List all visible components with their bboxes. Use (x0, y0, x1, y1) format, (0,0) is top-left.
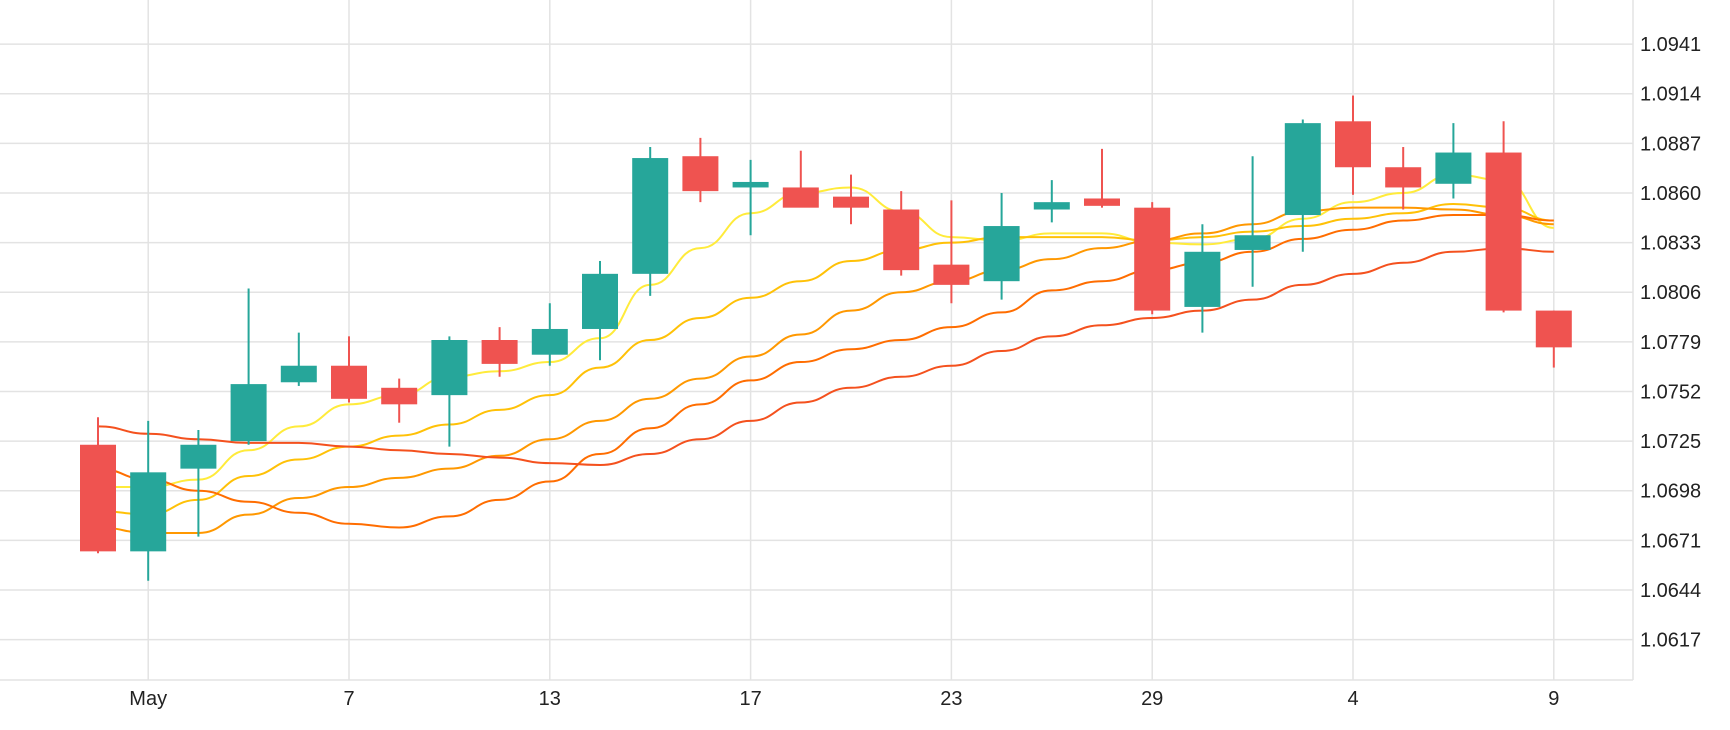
candle-body (1535, 310, 1572, 348)
candle-up (732, 159, 769, 236)
candle-body (1385, 167, 1422, 188)
candle-body (230, 384, 267, 442)
candle-down (682, 137, 719, 203)
candle-body (682, 156, 719, 192)
candle-body (883, 209, 920, 271)
x-tick-label: 17 (739, 688, 761, 710)
candle-down (1134, 202, 1171, 315)
candle-up (582, 260, 618, 361)
x-axis: May 7 13 17 23 29 4 9 (129, 688, 1559, 710)
candle-body (280, 365, 317, 383)
candle-up (130, 420, 167, 581)
candle-body (1084, 198, 1120, 206)
candle-body (481, 340, 518, 364)
x-tick-label: 7 (343, 688, 354, 710)
candle-body (732, 181, 769, 188)
candle-down (481, 327, 518, 377)
candle-body (833, 196, 869, 208)
candle-down (883, 191, 920, 276)
candle-up (1184, 224, 1221, 333)
candle-body (130, 472, 167, 552)
x-tick-label: 13 (539, 688, 561, 710)
candle-body (582, 273, 618, 329)
candle-down (331, 336, 367, 403)
candle-body (1485, 152, 1522, 311)
candle-body (381, 387, 418, 405)
y-tick-label: 1.0941 (1640, 34, 1701, 56)
x-tick-label: 9 (1548, 688, 1559, 710)
x-tick-label: May (129, 688, 167, 710)
y-tick-label: 1.0698 (1640, 481, 1701, 503)
candle-body (1284, 123, 1321, 216)
moving-averages (97, 173, 1554, 534)
candle-body (531, 328, 568, 355)
candle-body (1184, 251, 1221, 307)
candle-down (80, 417, 116, 554)
candle-body (933, 264, 970, 285)
candle-down (381, 378, 418, 423)
x-tick-label: 29 (1141, 688, 1163, 710)
candle-up (280, 332, 317, 386)
candle-up (531, 303, 568, 366)
candle-up (1234, 156, 1271, 287)
y-tick-label: 1.0725 (1640, 431, 1701, 453)
candle-down (1385, 147, 1422, 210)
y-tick-label: 1.0752 (1640, 381, 1701, 403)
candle-down (782, 150, 819, 208)
moving-average-line-5 (97, 247, 1554, 466)
y-tick-label: 1.0617 (1640, 630, 1701, 652)
candle-up (431, 336, 468, 447)
candle-body (431, 340, 468, 396)
y-tick-label: 1.0914 (1640, 84, 1701, 106)
candles (80, 95, 1572, 581)
y-tick-label: 1.0671 (1640, 530, 1701, 552)
grid (0, 0, 1634, 681)
y-tick-label: 1.0644 (1640, 580, 1701, 602)
candle-down (1335, 95, 1371, 195)
candle-body (782, 187, 819, 208)
candle-body (1134, 207, 1171, 311)
candle-up (1033, 180, 1070, 223)
x-tick-label: 23 (940, 688, 962, 710)
candle-body (1335, 121, 1371, 168)
candle-body (1234, 235, 1271, 250)
candle-body (1435, 152, 1472, 184)
candle-up (230, 288, 267, 445)
candle-up (1435, 123, 1472, 199)
candle-up (983, 192, 1020, 300)
y-tick-label: 1.0833 (1640, 233, 1701, 255)
y-axis: 1.0941 1.0914 1.0887 1.0860 1.0833 1.0806 1.07… (1640, 34, 1701, 651)
candle-up (632, 147, 669, 296)
y-tick-label: 1.0806 (1640, 282, 1701, 304)
candle-body (632, 158, 669, 274)
candle-down (1084, 148, 1120, 208)
candle-body (331, 365, 367, 399)
candle-down (833, 174, 869, 225)
candle-down (1535, 310, 1572, 368)
candle-body (1033, 202, 1070, 210)
candle-down (933, 200, 970, 304)
candle-body (80, 444, 116, 552)
candle-up (180, 430, 217, 537)
candle-down (1485, 121, 1522, 313)
candle-body (180, 444, 217, 469)
candle-body (983, 226, 1020, 282)
x-tick-label: 4 (1347, 688, 1358, 710)
y-tick-label: 1.0887 (1640, 133, 1701, 155)
moving-average-line-2 (97, 202, 1554, 516)
candle-up (1284, 119, 1321, 252)
y-tick-label: 1.0779 (1640, 332, 1701, 354)
y-tick-label: 1.0860 (1640, 183, 1701, 205)
